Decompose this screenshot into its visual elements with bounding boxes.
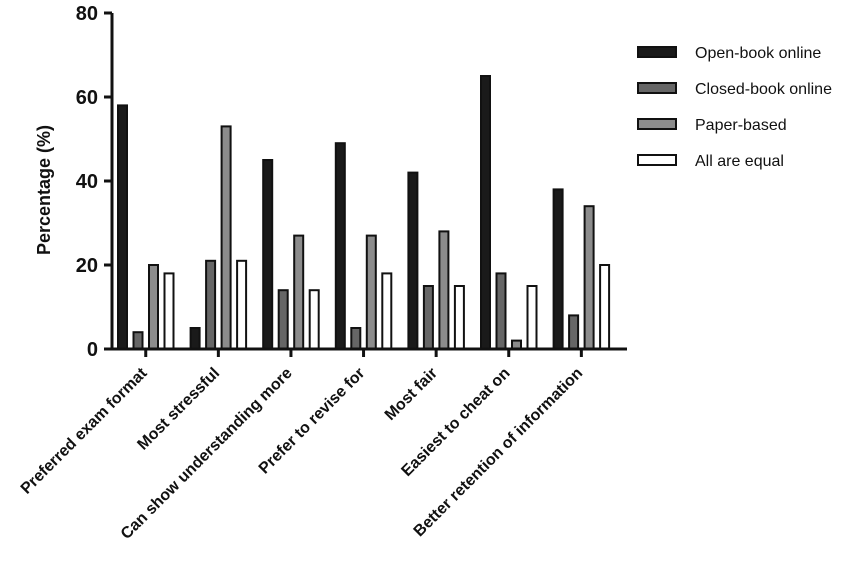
bar-2-2 xyxy=(205,259,217,350)
y-axis-title: Percentage (%) xyxy=(34,125,54,255)
bars-layer xyxy=(117,75,611,351)
bar-1-1 xyxy=(117,104,128,351)
bar-1-5 xyxy=(407,171,419,350)
legend-swatch xyxy=(637,118,677,130)
legend-label: Open-book online xyxy=(695,45,821,62)
bar-3-5 xyxy=(438,230,450,350)
bar-1-2 xyxy=(189,327,201,350)
bar-4-4 xyxy=(381,272,393,350)
bar-2-7 xyxy=(568,314,580,350)
legend-swatch xyxy=(637,82,677,94)
bar-4-3 xyxy=(308,289,320,351)
legend: Open-book online Closed-book online Paper-… xyxy=(637,45,832,170)
bar-3-2 xyxy=(220,125,232,351)
x-category-label: Most fair xyxy=(382,365,441,424)
y-tick-label: 40 xyxy=(76,171,98,193)
bar-1-7 xyxy=(552,188,564,350)
bar-2-4 xyxy=(350,327,362,350)
y-tick-label: 0 xyxy=(87,339,98,361)
bar-4-7 xyxy=(599,264,611,350)
bar-4-5 xyxy=(453,285,465,350)
bar-2-1 xyxy=(132,331,144,351)
bar-1-6 xyxy=(480,75,491,350)
legend-swatch xyxy=(637,154,677,166)
legend-swatch xyxy=(637,46,677,58)
bar-4-2 xyxy=(236,259,248,350)
bar-3-1 xyxy=(148,264,159,350)
bar-3-4 xyxy=(365,234,377,351)
y-tick-label: 60 xyxy=(76,87,98,109)
bar-4-1 xyxy=(163,272,175,350)
bar-1-3 xyxy=(262,159,274,350)
legend-label: All are equal xyxy=(695,153,784,170)
bar-3-7 xyxy=(583,205,595,350)
bar-2-3 xyxy=(277,289,289,351)
bar-4-6 xyxy=(526,285,538,350)
legend-label: Paper-based xyxy=(695,117,787,134)
bar-2-5 xyxy=(422,285,434,350)
y-ticks-layer: 0 20 40 60 80 xyxy=(76,3,112,361)
legend-label: Closed-book online xyxy=(695,81,832,98)
bar-2-6 xyxy=(495,272,507,350)
x-category-label: Preferred exam format xyxy=(18,364,151,497)
bar-3-3 xyxy=(293,234,305,351)
bar-1-4 xyxy=(334,142,346,350)
y-tick-label: 20 xyxy=(76,255,98,277)
y-tick-label: 80 xyxy=(76,3,98,25)
